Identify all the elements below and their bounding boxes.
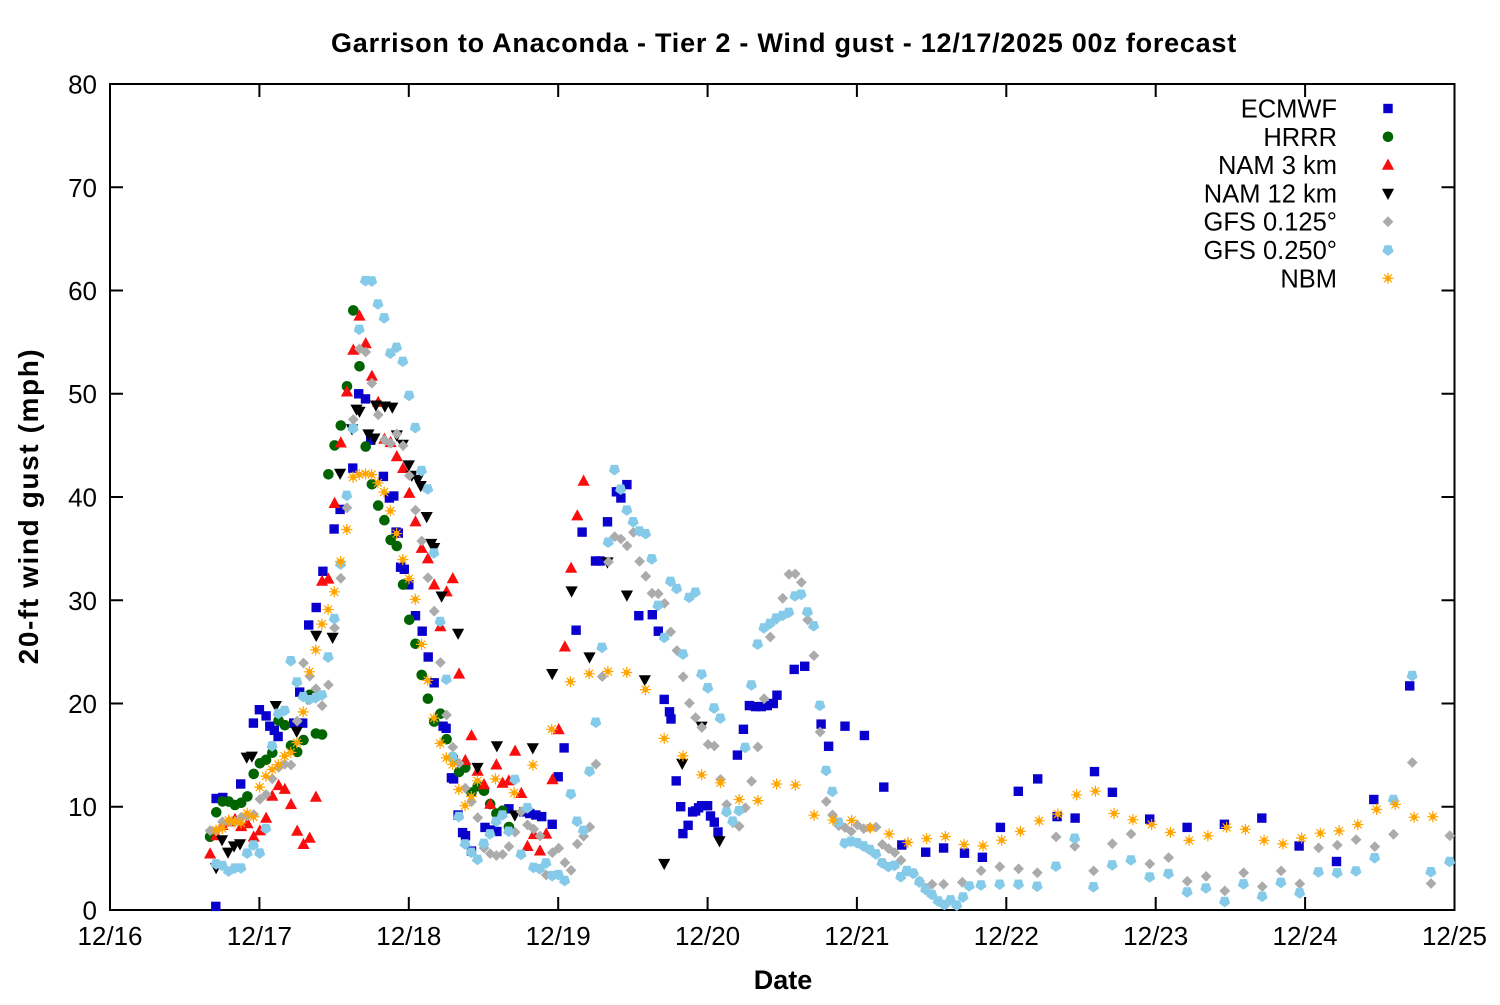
svg-text:NAM 3 km: NAM 3 km [1218, 152, 1337, 180]
svg-text:12/16: 12/16 [77, 921, 142, 951]
svg-text:60: 60 [68, 276, 97, 306]
svg-text:GFS 0.125°: GFS 0.125° [1203, 209, 1337, 237]
svg-text:12/19: 12/19 [526, 921, 591, 951]
svg-text:12/23: 12/23 [1123, 921, 1188, 951]
svg-text:NBM: NBM [1280, 265, 1337, 293]
svg-text:80: 80 [68, 70, 97, 100]
svg-text:HRRR: HRRR [1263, 124, 1337, 152]
svg-text:NAM 12 km: NAM 12 km [1204, 180, 1337, 208]
svg-text:GFS 0.250°: GFS 0.250° [1203, 237, 1337, 265]
svg-text:20: 20 [68, 689, 97, 719]
svg-text:Date: Date [754, 965, 813, 995]
svg-text:10: 10 [68, 792, 97, 822]
svg-text:40: 40 [68, 483, 97, 513]
svg-text:12/20: 12/20 [675, 921, 740, 951]
svg-text:70: 70 [68, 173, 97, 203]
svg-text:12/25: 12/25 [1422, 921, 1487, 951]
svg-text:30: 30 [68, 586, 97, 616]
svg-text:50: 50 [68, 379, 97, 409]
svg-text:12/21: 12/21 [824, 921, 889, 951]
svg-text:0: 0 [83, 896, 97, 926]
svg-text:Garrison to Anaconda - Tier 2: Garrison to Anaconda - Tier 2 - Wind gus… [331, 28, 1237, 58]
svg-text:ECMWF: ECMWF [1241, 96, 1337, 124]
svg-text:20-ft wind gust (mph): 20-ft wind gust (mph) [13, 348, 44, 665]
svg-text:12/24: 12/24 [1273, 921, 1338, 951]
svg-text:12/17: 12/17 [227, 921, 292, 951]
svg-text:12/18: 12/18 [376, 921, 441, 951]
svg-text:12/22: 12/22 [974, 921, 1039, 951]
